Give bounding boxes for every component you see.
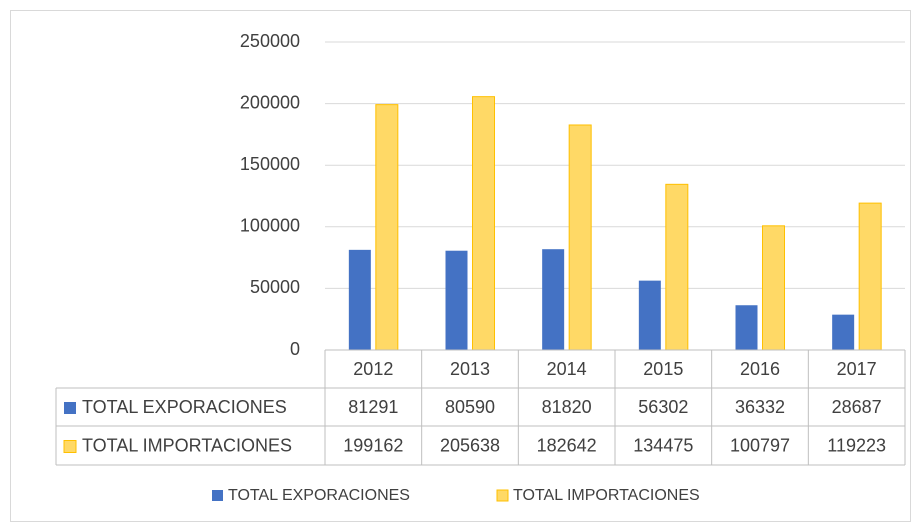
bar [375, 104, 399, 351]
y-tick-label: 0 [290, 339, 300, 359]
bar [542, 249, 565, 350]
table-cell: 81291 [348, 397, 398, 417]
bar [445, 250, 468, 350]
table-cell: 81820 [542, 397, 592, 417]
bar [735, 305, 758, 350]
x-tick-label: 2016 [740, 359, 780, 379]
y-tick-label: 50000 [250, 277, 300, 297]
legend-label: TOTAL EXPORACIONES [228, 487, 410, 504]
bar [568, 124, 592, 351]
bar [638, 280, 661, 350]
table-cell: 28687 [832, 397, 882, 417]
y-tick-label: 200000 [240, 92, 300, 112]
bar [832, 314, 855, 350]
bar [472, 96, 495, 351]
legend-key [496, 489, 509, 502]
x-tick-label: 2012 [353, 359, 393, 379]
table-cell: 56302 [638, 397, 688, 417]
bar [348, 249, 371, 350]
table-cell: 36332 [735, 397, 785, 417]
table-cell: 199162 [343, 435, 403, 455]
y-tick-label: 250000 [240, 31, 300, 51]
table-row-label: TOTAL EXPORACIONES [82, 397, 287, 417]
bar [665, 183, 689, 351]
table-cell: 134475 [633, 435, 693, 455]
table-legend-key [63, 440, 77, 453]
x-tick-label: 2014 [547, 359, 587, 379]
y-tick-label: 150000 [240, 154, 300, 174]
legend-label: TOTAL IMPORTACIONES [513, 487, 700, 504]
table-row-label: TOTAL IMPORTACIONES [82, 435, 292, 455]
table-cell: 119223 [827, 435, 886, 455]
table-cell: 182642 [537, 435, 597, 455]
table-legend-key [64, 402, 76, 414]
x-tick-label: 2013 [450, 359, 490, 379]
bar [858, 202, 882, 351]
x-tick-label: 2017 [837, 359, 877, 379]
table-cell: 80590 [445, 397, 495, 417]
x-tick-label: 2015 [643, 359, 683, 379]
legend-key [212, 490, 223, 501]
y-tick-label: 100000 [240, 216, 300, 236]
table-cell: 100797 [730, 435, 790, 455]
table-cell: 205638 [440, 435, 500, 455]
bar [762, 225, 785, 351]
